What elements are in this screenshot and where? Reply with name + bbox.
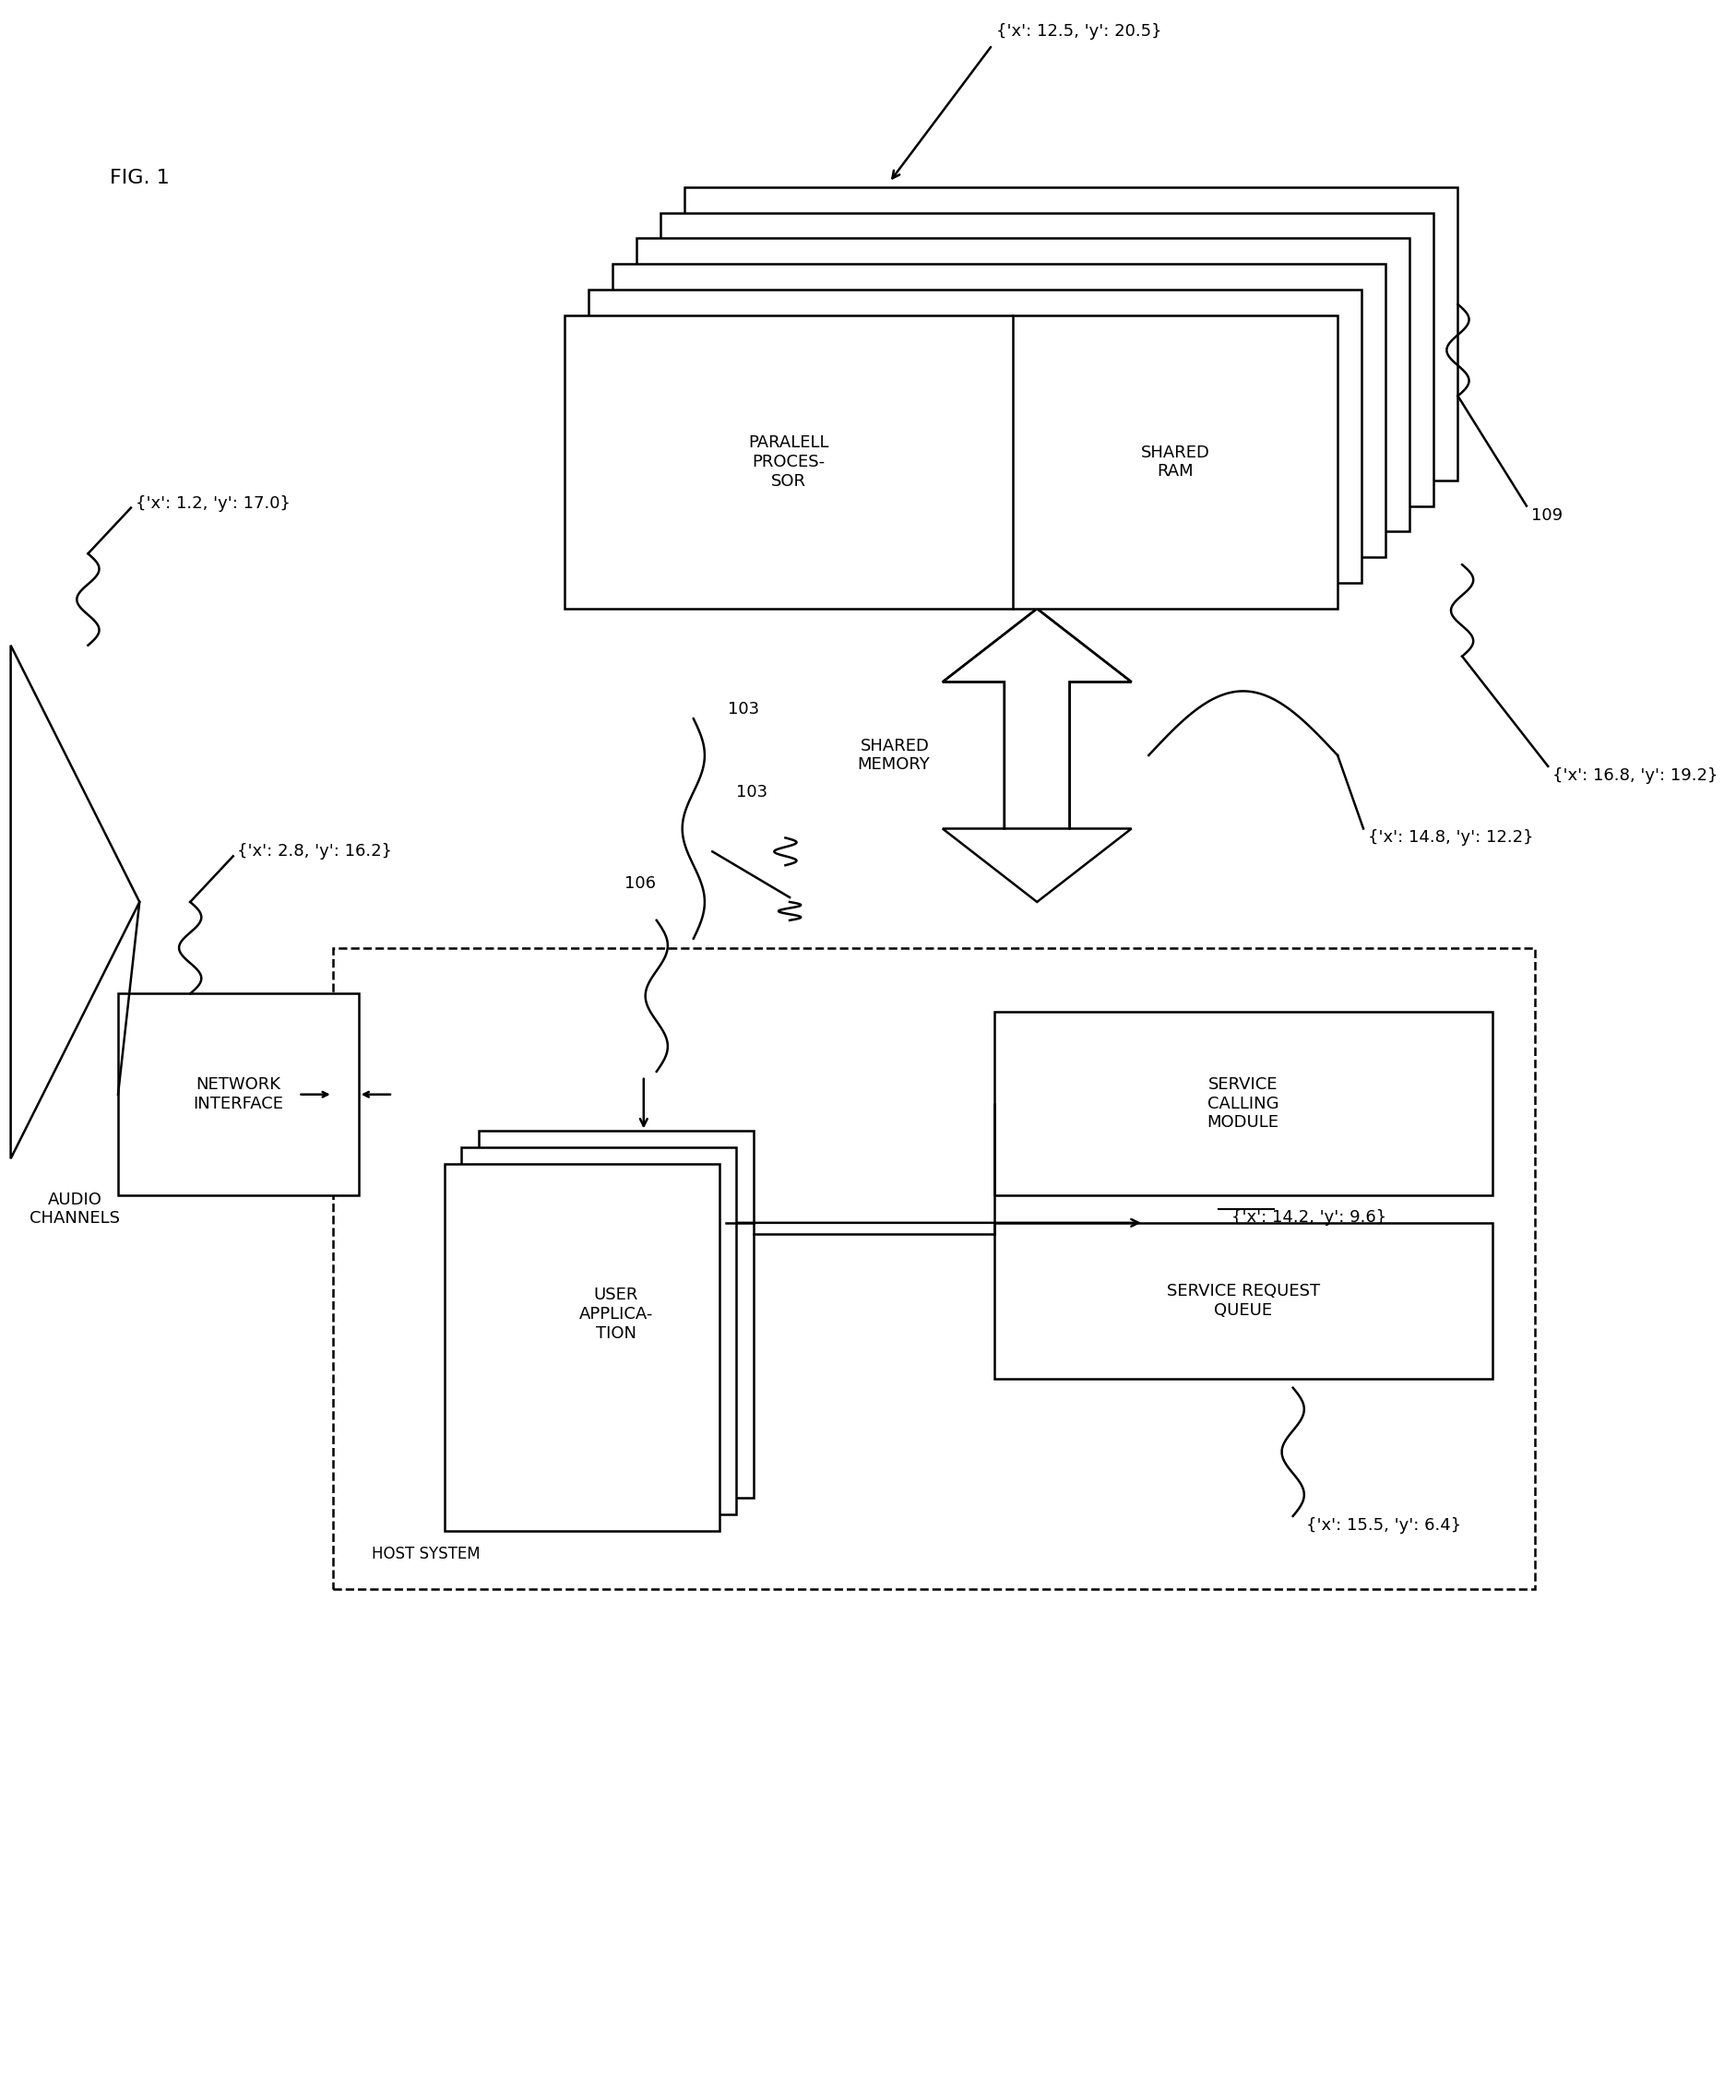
Text: NETWORK
INTERFACE: NETWORK INTERFACE <box>193 1077 283 1113</box>
Text: PARALELL
PROCES-
SOR: PARALELL PROCES- SOR <box>748 435 830 489</box>
Text: 106: 106 <box>625 876 656 892</box>
FancyBboxPatch shape <box>589 290 1361 584</box>
Text: 103: 103 <box>727 701 759 718</box>
Text: {'x': 12.5, 'y': 20.5}: {'x': 12.5, 'y': 20.5} <box>996 23 1161 40</box>
Text: {'x': 16.8, 'y': 19.2}: {'x': 16.8, 'y': 19.2} <box>1552 766 1719 783</box>
Text: 109: 109 <box>1531 506 1562 523</box>
Text: HOST SYSTEM: HOST SYSTEM <box>372 1546 479 1562</box>
FancyBboxPatch shape <box>995 1222 1493 1378</box>
Text: SHARED
MEMORY: SHARED MEMORY <box>858 737 930 773</box>
Text: {'x': 1.2, 'y': 17.0}: {'x': 1.2, 'y': 17.0} <box>135 496 290 512</box>
Text: 103: 103 <box>736 783 767 800</box>
FancyBboxPatch shape <box>462 1147 736 1514</box>
FancyBboxPatch shape <box>995 1012 1493 1195</box>
FancyBboxPatch shape <box>613 265 1385 556</box>
Text: {'x': 15.5, 'y': 6.4}: {'x': 15.5, 'y': 6.4} <box>1305 1516 1462 1533</box>
FancyBboxPatch shape <box>444 1163 719 1531</box>
Text: SERVICE REQUEST
QUEUE: SERVICE REQUEST QUEUE <box>1167 1283 1319 1319</box>
Text: FIG. 1: FIG. 1 <box>109 168 168 187</box>
Text: USER
APPLICA-
TION: USER APPLICA- TION <box>580 1287 653 1342</box>
Text: SERVICE
CALLING
MODULE: SERVICE CALLING MODULE <box>1207 1075 1279 1132</box>
FancyBboxPatch shape <box>686 187 1458 481</box>
FancyBboxPatch shape <box>637 237 1410 531</box>
FancyBboxPatch shape <box>661 212 1434 506</box>
FancyBboxPatch shape <box>564 315 1338 609</box>
Text: {'x': 2.8, 'y': 16.2}: {'x': 2.8, 'y': 16.2} <box>238 844 392 859</box>
FancyBboxPatch shape <box>479 1132 753 1497</box>
Text: AUDIO
CHANNELS: AUDIO CHANNELS <box>30 1191 120 1226</box>
Text: SHARED
RAM: SHARED RAM <box>1141 443 1210 481</box>
FancyBboxPatch shape <box>118 993 359 1195</box>
Text: {'x': 14.2, 'y': 9.6}: {'x': 14.2, 'y': 9.6} <box>1231 1210 1387 1226</box>
Text: {'x': 14.8, 'y': 12.2}: {'x': 14.8, 'y': 12.2} <box>1368 830 1533 846</box>
